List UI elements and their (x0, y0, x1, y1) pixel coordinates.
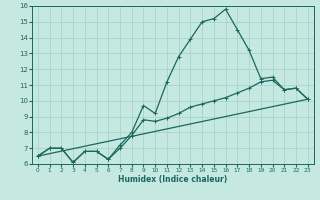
X-axis label: Humidex (Indice chaleur): Humidex (Indice chaleur) (118, 175, 228, 184)
